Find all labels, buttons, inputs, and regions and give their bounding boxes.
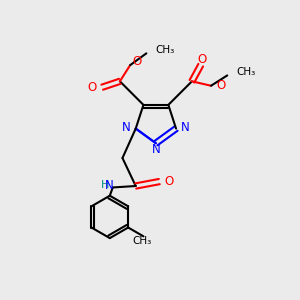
Text: O: O [88, 81, 97, 94]
Text: N: N [181, 122, 190, 134]
Text: CH₃: CH₃ [132, 236, 152, 246]
Text: CH₃: CH₃ [155, 45, 175, 56]
Text: CH₃: CH₃ [236, 68, 255, 77]
Text: N: N [105, 179, 113, 192]
Text: N: N [152, 142, 161, 156]
Text: H: H [101, 180, 109, 190]
Text: O: O [133, 55, 142, 68]
Text: O: O [164, 175, 173, 188]
Text: O: O [198, 53, 207, 66]
Text: N: N [122, 122, 131, 134]
Text: O: O [216, 79, 226, 92]
